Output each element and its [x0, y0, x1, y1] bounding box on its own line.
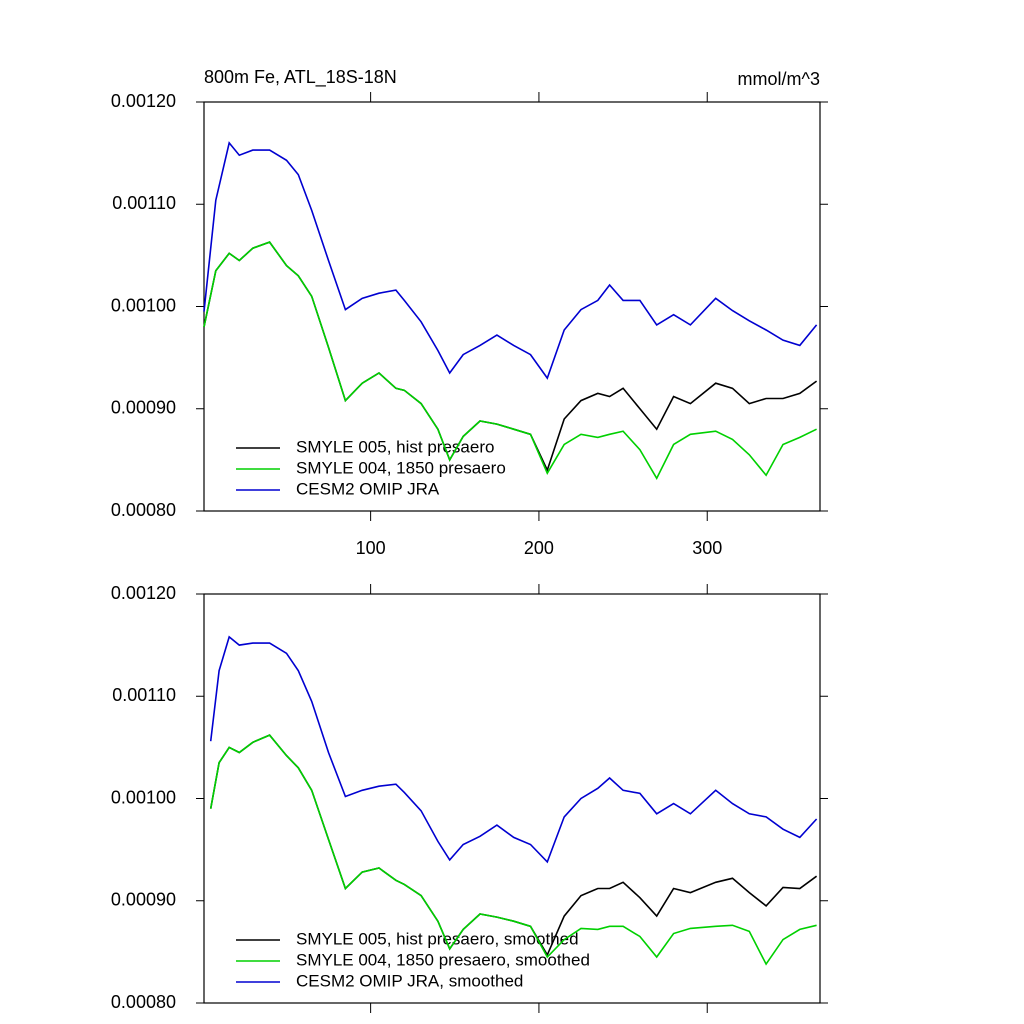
y-tick-label: 0.00080 — [111, 500, 176, 520]
data-line — [209, 635, 818, 864]
unit-label: mmol/m^3 — [738, 69, 820, 89]
y-tick-label: 0.00100 — [111, 787, 176, 807]
y-tick-label: 0.00120 — [111, 583, 176, 603]
y-tick-label: 0.00080 — [111, 992, 176, 1012]
legend-label: SMYLE 005, hist presaero, smoothed — [296, 929, 579, 948]
x-tick-label: 100 — [356, 538, 386, 558]
data-line — [203, 241, 817, 480]
y-tick-label: 0.00090 — [111, 398, 176, 418]
y-tick-label: 0.00110 — [112, 685, 176, 705]
legend-label: CESM2 OMIP JRA — [296, 479, 440, 498]
data-line — [209, 734, 817, 966]
x-tick-label: 200 — [524, 538, 554, 558]
data-line — [203, 141, 818, 380]
y-tick-label: 0.00120 — [111, 91, 176, 111]
legend-label: CESM2 OMIP JRA, smoothed — [296, 971, 523, 990]
legend-label: SMYLE 004, 1850 presaero, smoothed — [296, 950, 590, 969]
legend-label: SMYLE 005, hist presaero — [296, 437, 494, 456]
y-tick-label: 0.00110 — [112, 193, 176, 213]
chart-title: 800m Fe, ATL_18S-18N — [204, 67, 397, 88]
y-tick-label: 0.00100 — [111, 295, 176, 315]
legend-label: SMYLE 004, 1850 presaero — [296, 458, 506, 477]
y-tick-label: 0.00090 — [111, 890, 176, 910]
x-tick-label: 300 — [692, 538, 722, 558]
